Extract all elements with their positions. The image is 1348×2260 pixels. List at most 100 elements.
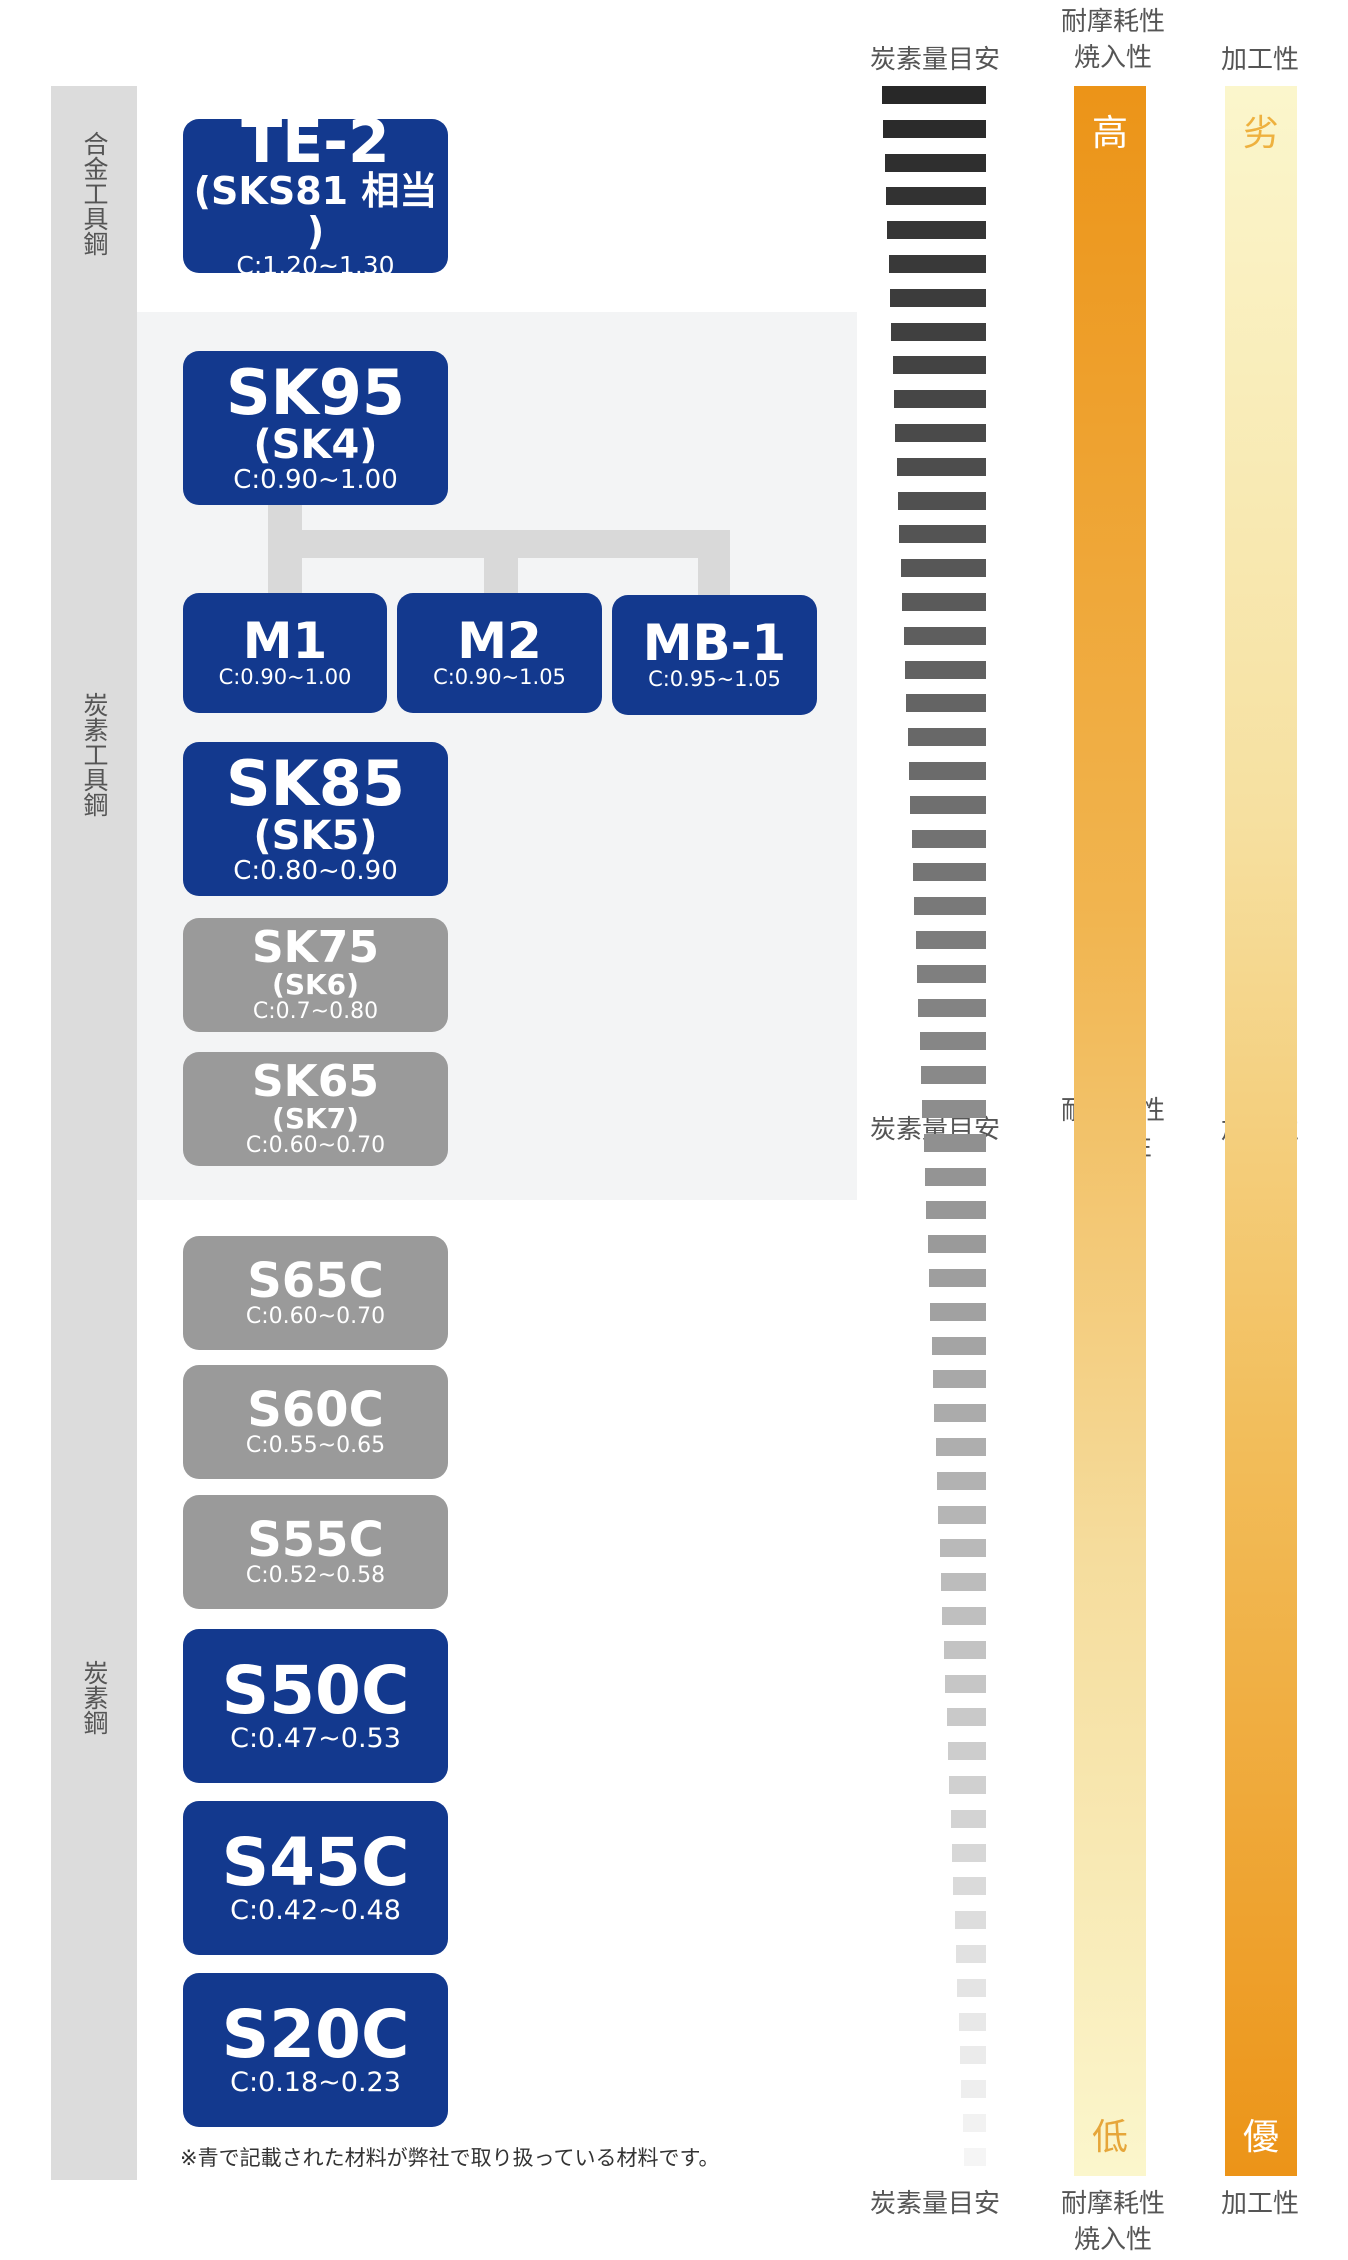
carbon-stripe (955, 1945, 986, 1963)
carbon-stripe (922, 1100, 986, 1118)
material-sk85-name: SK85 (226, 746, 405, 820)
material-s50c-name: S50C (221, 1652, 410, 1730)
carbon-stripe (959, 2046, 986, 2065)
carbon-stripe (939, 1539, 986, 1558)
material-s45c: S45C C:0.42~0.48 (183, 1801, 448, 1955)
connector-vertical-mb1 (698, 530, 730, 595)
carbon-stripe (934, 1404, 986, 1423)
carbon-stripe (892, 356, 986, 375)
material-sk65-equiv: (SK7) (272, 1102, 359, 1136)
carbon-stripe (890, 288, 986, 307)
connector-vertical-m2 (484, 545, 518, 595)
material-s60c: S60C C:0.55~0.65 (183, 1365, 448, 1479)
category-label-alloy-tool-steel: 合金工具鋼 (80, 131, 109, 256)
material-s65c: S65C C:0.60~0.70 (183, 1236, 448, 1350)
carbon-stripe (958, 2012, 986, 2031)
carbon-stripe (886, 187, 986, 206)
carbon-stripe (947, 1742, 986, 1761)
carbon-stripe (919, 1032, 986, 1051)
carbon-stripe (957, 1978, 986, 1997)
material-s55c-name: S55C (247, 1511, 384, 1568)
material-sk65-carbon: C:0.60~0.70 (245, 1132, 386, 1158)
carbon-stripe (953, 1877, 986, 1896)
carbon-stripe (933, 1370, 986, 1389)
material-sk75-equiv: (SK6) (272, 968, 359, 1002)
carbon-stripe (906, 694, 986, 713)
machinability-good-marker: 優 (1242, 2117, 1279, 2158)
carbon-stripe (894, 390, 986, 409)
material-sk85-carbon: C:0.80~0.90 (233, 855, 398, 886)
wear-resistance-bar (1074, 86, 1146, 2176)
machinability-poor-marker: 劣 (1242, 113, 1279, 154)
material-te2-name: TE-2 (241, 107, 390, 178)
header-machinability-bottom: 加工性 (1220, 2189, 1299, 2219)
carbon-stripe (964, 2147, 986, 2166)
carbon-stripe (954, 1911, 986, 1930)
carbon-stripe (912, 863, 986, 882)
carbon-stripe (895, 424, 986, 442)
carbon-stripe (923, 1133, 986, 1152)
material-te2-equiv: (SKS81 相当 ) (193, 169, 438, 254)
carbon-stripe (882, 86, 986, 104)
carbon-stripe (962, 2114, 986, 2132)
carbon-stripe (916, 964, 986, 983)
material-mb1-carbon: C:0.95~1.05 (648, 667, 781, 692)
material-sk95-name: SK95 (226, 355, 405, 429)
carbon-stripe (950, 1809, 986, 1828)
material-te2: TE-2 (SKS81 相当 ) C:1.20~1.30 (183, 112, 448, 279)
carbon-stripe (937, 1471, 986, 1490)
material-s60c-carbon: C:0.55~0.65 (245, 1432, 386, 1458)
carbon-stripe (920, 1066, 986, 1085)
material-sk75-carbon: C:0.7~0.80 (252, 998, 379, 1024)
carbon-stripe (888, 255, 986, 273)
carbon-stripe (911, 829, 986, 848)
header-carbon-guide-top: 炭素量目安 (869, 45, 1000, 75)
material-s20c-carbon: C:0.18~0.23 (230, 2067, 401, 2099)
category-label-carbon-steel: 炭素鋼 (80, 1660, 109, 1735)
material-m2-carbon: C:0.90~1.05 (433, 665, 566, 690)
material-sk65: SK65 (SK7) C:0.60~0.70 (183, 1052, 448, 1166)
carbon-stripe (914, 897, 986, 916)
carbon-stripe (931, 1336, 986, 1355)
header-wear-bottom-line1: 耐摩耗性 (1060, 2189, 1165, 2219)
material-s20c: S20C C:0.18~0.23 (183, 1973, 448, 2127)
material-s65c-name: S65C (247, 1252, 384, 1309)
material-s65c-carbon: C:0.60~0.70 (245, 1303, 386, 1329)
carbon-stripe (935, 1438, 986, 1456)
carbon-stripe (961, 2080, 986, 2099)
category-column-carbon: 炭素鋼 (51, 1200, 137, 2180)
material-m2-name: M2 (457, 612, 542, 671)
carbon-stripe (910, 795, 986, 814)
carbon-stripe (929, 1269, 986, 1287)
wear-low-marker: 低 (1091, 2117, 1128, 2158)
carbon-stripe (883, 119, 986, 138)
carbon-stripe (930, 1302, 986, 1321)
category-column-alloy: 合金工具鋼 (51, 86, 137, 312)
carbon-stripe (945, 1674, 986, 1693)
carbon-stripe (908, 762, 986, 780)
carbon-stripe (884, 153, 986, 172)
header-wear-top-line2: 焼入性 (1073, 43, 1152, 73)
machinability-bar (1225, 86, 1297, 2176)
carbon-stripe (902, 593, 986, 611)
material-m1-carbon: C:0.90~1.00 (218, 665, 352, 690)
material-s60c-name: S60C (247, 1381, 384, 1438)
material-mb1-name: MB-1 (642, 614, 787, 673)
carbon-stripe (918, 998, 986, 1017)
carbon-stripe (926, 1201, 986, 1220)
carbon-stripe (927, 1235, 986, 1254)
category-column-carbon-tool: 炭素工具鋼 (51, 312, 137, 1200)
material-s50c-carbon: C:0.47~0.53 (230, 1723, 401, 1755)
carbon-stripe (891, 322, 986, 341)
material-s20c-name: S20C (221, 1996, 410, 2074)
header-carbon-guide-bottom: 炭素量目安 (869, 2189, 1000, 2219)
carbon-stripe (946, 1708, 986, 1727)
carbon-stripe (898, 491, 986, 510)
material-sk85-equiv: (SK5) (253, 812, 378, 859)
material-sk95-equiv: (SK4) (253, 421, 378, 468)
wear-high-marker: 高 (1091, 113, 1128, 154)
material-sk95-carbon: C:0.90~1.00 (233, 464, 398, 495)
carbon-stripe (900, 559, 986, 578)
category-label-carbon-tool-steel: 炭素工具鋼 (80, 692, 109, 817)
header-wear-top-line1: 耐摩耗性 (1060, 7, 1165, 37)
